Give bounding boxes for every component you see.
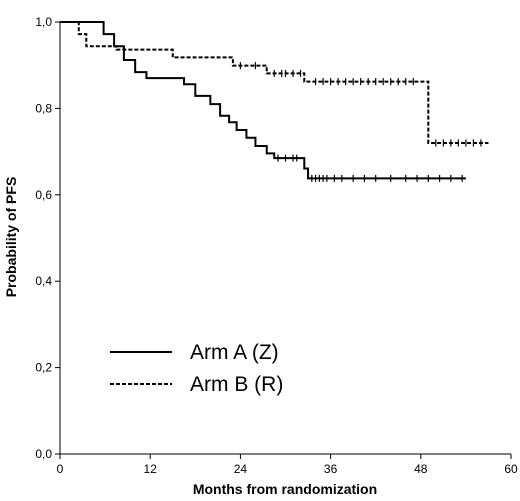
x-tick-label: 36 [324,462,338,476]
legend-label-arm-a: Arm A (Z) [190,341,279,364]
axes [59,22,511,455]
y-tick-label: 0,0 [35,447,52,461]
x-tick-label: 48 [414,462,428,476]
y-tick-label: 0,6 [35,188,52,202]
series-arm-a [60,21,466,182]
y-tick-label: 0,4 [35,274,52,288]
x-tick-label: 60 [504,462,518,476]
series-arm-b [60,21,489,147]
curves [60,21,489,182]
x-tick-label: 24 [234,462,248,476]
x-tick-label: 0 [57,462,64,476]
y-tick-label: 0,2 [35,361,52,375]
survival-curve [60,21,466,180]
x-axis-title: Months from randomization [193,481,377,497]
y-tick-label: 0,8 [35,101,52,115]
y-axis-title: Probability of PFS [3,177,19,298]
survival-curve [60,21,489,144]
legend: Arm A (Z) Arm B (R) [110,341,283,396]
x-tick-label: 12 [144,462,158,476]
y-tick-label: 1,0 [35,15,52,29]
legend-label-arm-b: Arm B (R) [190,373,283,396]
ticks: 0 12 24 36 48 60 0,0 0,2 0,4 0,6 0,8 1,0 [35,15,518,476]
